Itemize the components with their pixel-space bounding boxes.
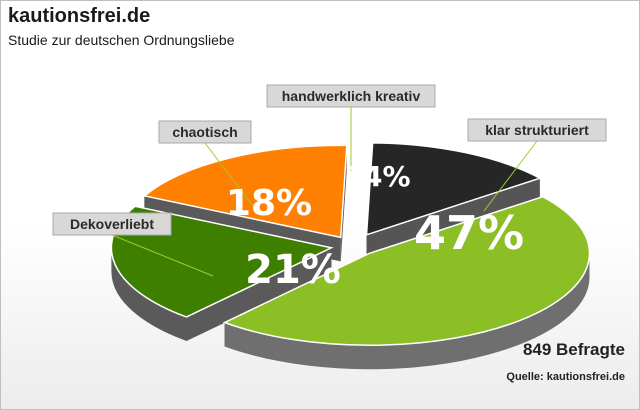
percentage-label: 14% [343, 160, 410, 193]
slice-top-face [222, 195, 591, 347]
pie-slices [110, 142, 591, 370]
leader-line [111, 234, 214, 277]
slice-top-face [365, 142, 542, 236]
callout-labels: klar strukturiert Dekoverliebt chaotisch ha… [52, 84, 607, 236]
percentage-label: 21% [245, 247, 341, 293]
percentage-labels: 47% 21% 18% 14% [226, 160, 524, 293]
respondent-count: 849 Befragte [522, 340, 625, 359]
callout-box [158, 120, 252, 144]
percentage-label: 18% [226, 183, 312, 224]
leader-line [483, 140, 538, 212]
callout-label: klar strukturiert [485, 122, 589, 138]
slice-side-wall [366, 178, 540, 259]
callout-box [266, 84, 436, 108]
slice-side-wall [186, 247, 332, 341]
source-note: Quelle: kautionsfrei.de [506, 371, 625, 383]
callout-label: Dekoverliebt [70, 216, 154, 232]
callout-label: handwerklich kreativ [282, 88, 421, 104]
callout-label: chaotisch [172, 124, 237, 140]
pie-slice [222, 195, 591, 370]
chart-subtitle: Studie zur deutschen Ordnungsliebe [8, 32, 235, 48]
percentage-label: 47% [414, 206, 524, 260]
callout-leader-lines [111, 107, 538, 277]
leader-line [204, 142, 254, 207]
callout-box [52, 212, 172, 236]
pie-slice [365, 142, 542, 259]
slice-rim [224, 253, 590, 370]
brand-title: kautionsfrei.de [8, 5, 151, 27]
slice-top-face [142, 144, 348, 239]
callout-box [467, 118, 607, 142]
slice-rim [111, 247, 187, 341]
